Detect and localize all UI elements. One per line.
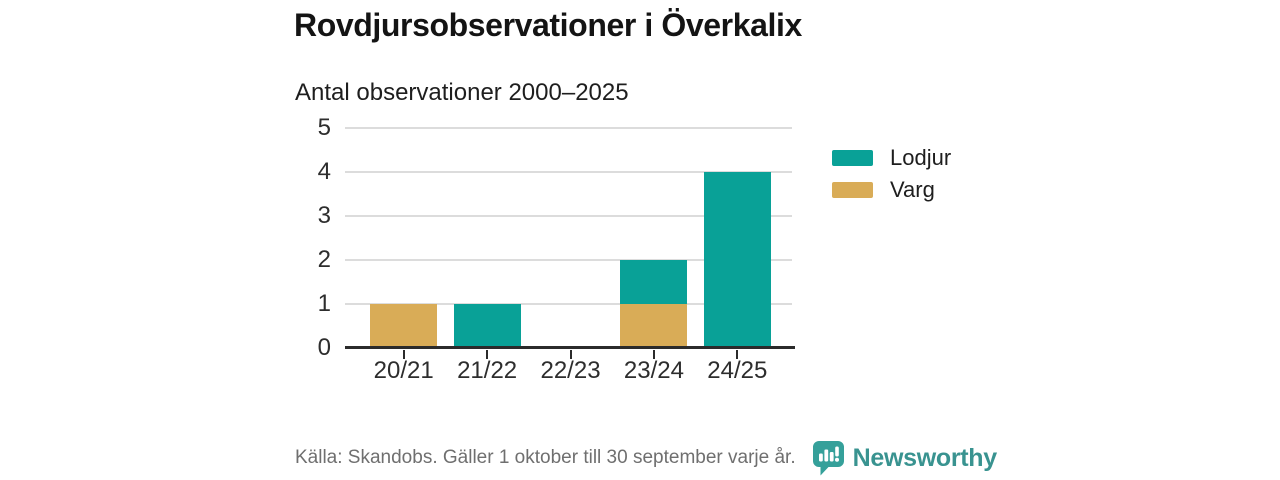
bar-group-22-23 <box>529 128 612 359</box>
legend-label-lodjur: Lodjur <box>890 144 952 170</box>
legend-label-varg: Varg <box>890 176 935 202</box>
x-tick-mark <box>569 350 572 359</box>
legend: Lodjur Varg <box>832 144 952 210</box>
plot-area <box>345 127 795 359</box>
x-tick-mark <box>736 350 739 359</box>
x-tick-label: 21/22 <box>457 357 518 384</box>
x-tick-mark <box>402 350 405 359</box>
bar-group-23-24 <box>612 128 695 359</box>
gridline <box>345 303 792 305</box>
bar-segment-lodjur <box>620 260 688 304</box>
gridline <box>345 127 792 129</box>
x-tick-mark <box>486 350 489 359</box>
x-tick-label: 24/25 <box>707 357 768 384</box>
gridline <box>345 215 792 217</box>
x-axis: 20/21 21/22 22/23 23/24 24/25 <box>362 357 779 385</box>
bar-segment-lodjur <box>703 172 771 348</box>
legend-item-lodjur: Lodjur <box>832 144 952 170</box>
bars <box>362 128 779 359</box>
speech-bubble-bar-chart-icon <box>812 441 844 476</box>
x-tick-mark <box>652 350 655 359</box>
bar-segment-varg <box>370 304 438 348</box>
bar-group-24-25 <box>696 128 779 359</box>
y-tick-label: 0 <box>317 334 331 361</box>
y-axis: 0 1 2 3 4 5 <box>0 116 331 360</box>
bar-segment-lodjur <box>453 304 521 348</box>
bar-group-21-22 <box>445 128 528 359</box>
y-tick-label: 1 <box>317 290 331 317</box>
bar-group-20-21 <box>362 128 445 359</box>
bar-segment-varg <box>620 304 688 348</box>
chart-title: Rovdjursobservationer i Överkalix <box>294 7 802 43</box>
y-tick-label: 3 <box>317 202 331 229</box>
legend-swatch-lodjur <box>832 149 873 166</box>
x-tick-label: 20/21 <box>373 357 434 384</box>
x-tick-label: 23/24 <box>623 357 684 384</box>
y-tick-label: 2 <box>317 246 331 273</box>
y-tick-label: 4 <box>317 158 331 185</box>
source-note: Källa: Skandobs. Gäller 1 oktober till 3… <box>295 447 796 468</box>
x-axis-line <box>345 346 795 349</box>
x-tick-label: 22/23 <box>540 357 601 384</box>
newsworthy-wordmark: Newsworthy <box>852 443 998 472</box>
legend-swatch-varg <box>832 181 873 198</box>
gridline <box>345 259 792 261</box>
y-tick-label: 5 <box>317 114 331 141</box>
legend-item-varg: Varg <box>832 176 951 202</box>
chart-subtitle: Antal observationer 2000–2025 <box>295 79 629 106</box>
footer: Källa: Skandobs. Gäller 1 oktober till 3… <box>295 440 997 476</box>
newsworthy-brand: Newsworthy <box>812 440 997 476</box>
gridline <box>345 171 792 173</box>
